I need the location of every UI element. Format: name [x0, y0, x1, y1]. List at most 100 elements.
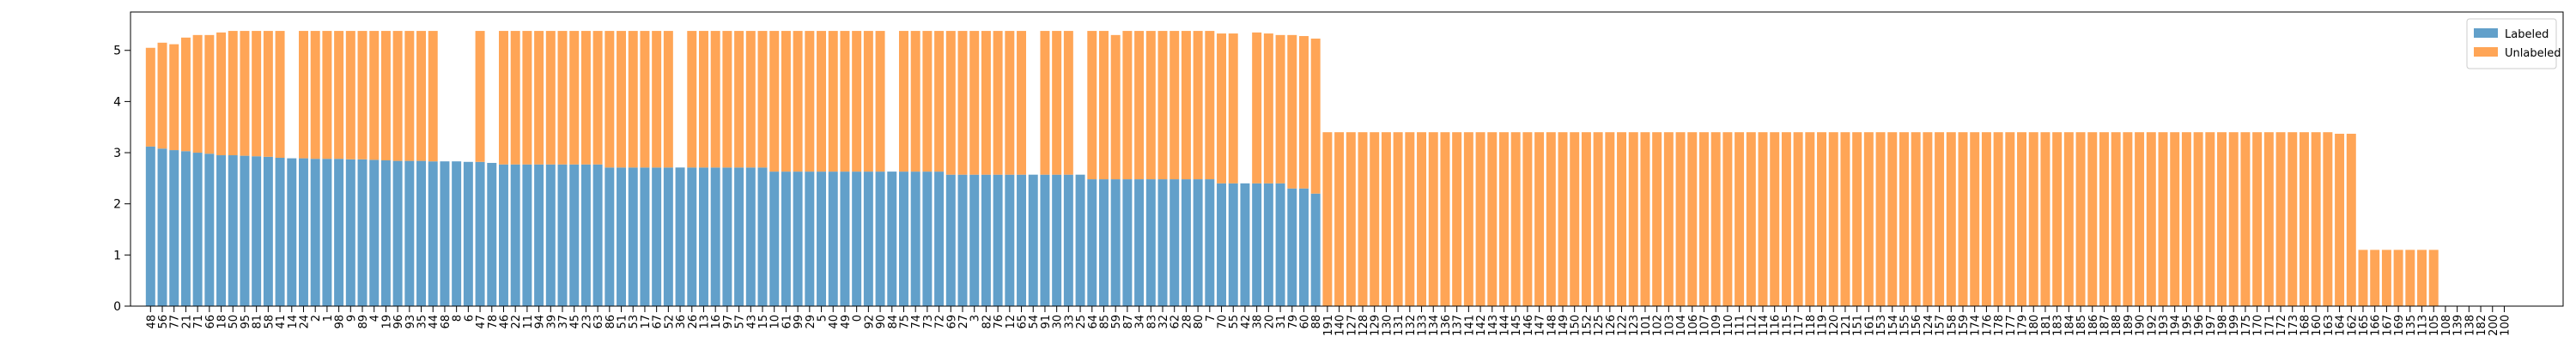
bar-segment: [2146, 132, 2156, 306]
x-tick-label: 197: [2205, 315, 2218, 336]
bar-segment: [769, 172, 780, 306]
bar-segment: [2323, 132, 2333, 306]
x-tick-label: 108: [2440, 315, 2453, 336]
bar-segment: [2335, 133, 2345, 306]
x-tick-label: 117: [1793, 315, 1806, 336]
x-tick-label: 198: [2217, 315, 2230, 336]
bar-segment: [2099, 132, 2109, 306]
bar-segment: [1122, 31, 1133, 180]
x-tick-label: 132: [1405, 315, 1418, 336]
bar-segment: [534, 164, 544, 306]
legend-swatch: [2474, 47, 2498, 57]
bar-segment: [428, 161, 438, 306]
bar-segment: [1358, 132, 1368, 306]
bar-segment: [1405, 132, 1415, 306]
bar-segment: [793, 31, 803, 172]
x-tick-label: 175: [2240, 315, 2253, 336]
x-tick-label: 183: [2052, 315, 2065, 336]
x-tick-label: 26: [687, 315, 700, 329]
x-tick-label: 77: [169, 315, 182, 329]
x-tick-label: 192: [2146, 315, 2159, 336]
bar-segment: [2381, 250, 2391, 306]
bar-segment: [216, 155, 227, 306]
bar-segment: [840, 172, 850, 306]
bar-segment: [369, 31, 380, 160]
x-tick-label: 129: [1370, 315, 1382, 336]
bar-segment: [793, 172, 803, 306]
bar-segment: [487, 162, 497, 306]
bar-segment: [1017, 174, 1027, 306]
legend: Labeled Unlabeled: [2466, 18, 2561, 69]
bar-segment: [698, 31, 708, 168]
bar-segment: [910, 172, 920, 306]
x-tick-label: 154: [1887, 315, 1900, 336]
x-tick-label: 57: [734, 315, 747, 329]
bar-segment: [498, 164, 508, 306]
x-tick-label: 169: [2393, 315, 2406, 336]
x-tick-label: 79: [1287, 315, 1300, 329]
bar-segment: [2017, 132, 2027, 306]
x-tick-label: 145: [1510, 315, 1523, 336]
x-tick-label: 63: [592, 315, 605, 329]
x-tick-label: 193: [2158, 315, 2171, 336]
legend-box: [2466, 18, 2557, 69]
x-tick-label: 72: [934, 315, 947, 329]
bar-segment: [1322, 132, 1333, 306]
x-tick-label: 180: [2028, 315, 2041, 336]
bar-segment: [1170, 179, 1180, 306]
bar-segment: [734, 167, 744, 306]
bar-segment: [1145, 31, 1156, 180]
x-tick-label: 90: [875, 315, 888, 329]
x-tick-label: 71: [192, 315, 205, 329]
bar-segment: [898, 172, 908, 306]
bar-segment: [2181, 132, 2191, 306]
bar-segment: [1793, 132, 1803, 306]
bar-segment: [628, 167, 638, 306]
bar-segment: [852, 172, 862, 306]
x-tick-label: 109: [1710, 315, 1723, 336]
x-tick-label: 177: [2005, 315, 2018, 336]
bar-segment: [392, 31, 403, 161]
bar-segment: [1463, 132, 1473, 306]
x-tick-label: 135: [2405, 315, 2418, 336]
x-tick-label: 172: [2275, 315, 2288, 336]
x-tick-label: 97: [722, 315, 735, 329]
x-tick-label: 181: [2040, 315, 2053, 336]
x-tick-label: 20: [1263, 315, 1276, 329]
bar-segment: [1840, 132, 1850, 306]
x-tick-label: 58: [263, 315, 276, 329]
bar-segment: [1617, 132, 1627, 306]
bar-segment: [805, 31, 815, 172]
bar-segment: [1028, 174, 1038, 306]
bar-segment: [522, 31, 532, 165]
x-tick-label: 178: [1993, 315, 2006, 336]
y-tick-label: 0: [113, 300, 121, 314]
bar-segment: [945, 31, 956, 175]
x-tick-label: 127: [1346, 315, 1358, 336]
bar-segment: [1275, 183, 1285, 306]
bar-segment: [2205, 132, 2215, 306]
bar-segment: [592, 31, 603, 165]
x-tick-label: 85: [1098, 315, 1111, 329]
bar-segment: [922, 172, 933, 306]
x-tick-label: 87: [1122, 315, 1135, 329]
x-tick-label: 45: [569, 315, 582, 329]
bar-segment: [817, 31, 827, 172]
bar-segment: [1863, 132, 1874, 306]
bar-segment: [1899, 132, 1909, 306]
x-tick-label: 113: [2417, 315, 2430, 336]
bar-segment: [1981, 132, 1991, 306]
bar-segment: [275, 158, 285, 306]
bar-segment: [2393, 250, 2403, 306]
bar-segment: [805, 172, 815, 306]
x-tick-label: 37: [557, 315, 570, 329]
bar-segment: [2170, 132, 2180, 306]
bar-segment: [228, 31, 238, 156]
bar-segment: [2346, 133, 2356, 306]
bar-segment: [1205, 179, 1215, 306]
x-tick-label: 122: [1617, 315, 1630, 336]
bar-segment: [1993, 132, 2003, 306]
x-tick-label: 53: [628, 315, 641, 329]
bar-segment: [345, 31, 355, 159]
bar-segment: [652, 167, 662, 306]
